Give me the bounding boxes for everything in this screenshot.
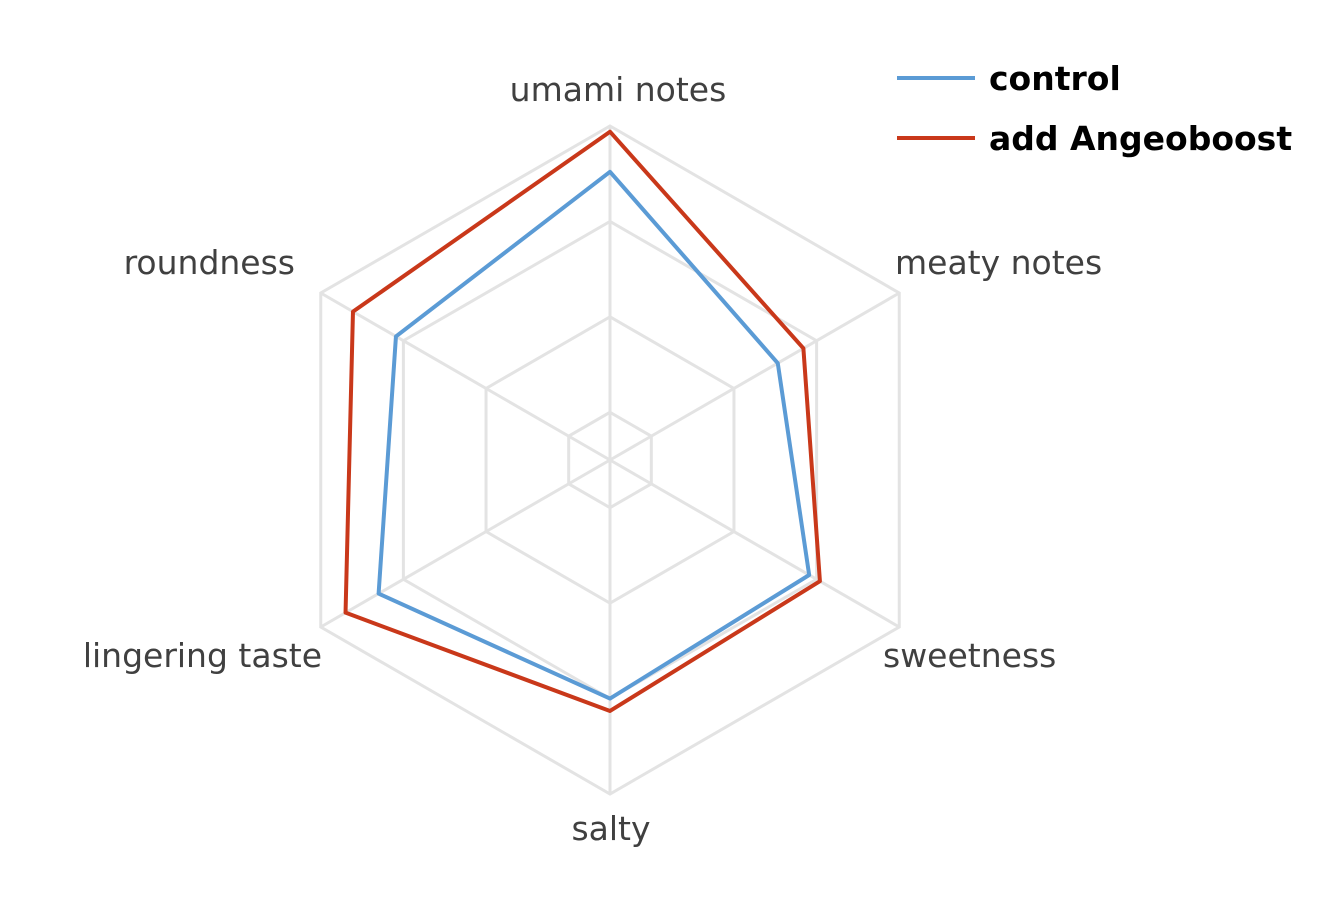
axis-spoke (319, 458, 611, 629)
category-label-sweetness: sweetness (883, 636, 1056, 675)
category-label-roundness: roundness (124, 243, 295, 282)
series-line-1 (343, 129, 822, 713)
legend: control add Angeoboost (897, 59, 1292, 158)
series-lines (343, 129, 822, 713)
category-label-lingering: lingering taste (83, 636, 322, 675)
axis-spoke (609, 458, 901, 629)
axis-spoke (319, 291, 611, 462)
category-label-meaty: meaty notes (895, 243, 1102, 282)
category-label-umami: umami notes (510, 70, 727, 109)
legend-label-control: control (989, 59, 1121, 98)
axis-spoke (609, 291, 901, 462)
axis-spokes (319, 126, 901, 794)
category-label-salty: salty (571, 809, 650, 848)
legend-label-angeoboost: add Angeoboost (989, 119, 1292, 158)
